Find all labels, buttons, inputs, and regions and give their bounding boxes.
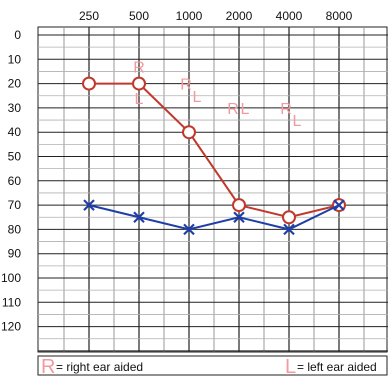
x-tick-label: 4000: [276, 9, 303, 23]
y-tick-label: 20: [8, 77, 22, 91]
right-ear-point: [232, 198, 246, 213]
y-tick-label: 60: [8, 174, 22, 188]
y-tick-label: 30: [8, 101, 22, 115]
legend-left-letter: L: [285, 356, 296, 376]
x-tick-label: 500: [129, 9, 149, 23]
left-ear-point: [133, 211, 145, 224]
legend-left-text: = left ear aided: [297, 360, 377, 374]
legend-box: [37, 355, 388, 376]
right-ear-line: [89, 82, 340, 219]
left-ear-point: [333, 199, 345, 211]
aided-marker-left: L: [293, 113, 302, 130]
left-ear-line: [88, 204, 340, 231]
y-tick-label: 40: [8, 125, 22, 139]
y-tick-label: 90: [8, 247, 22, 261]
y-tick-label: 0: [14, 28, 21, 42]
x-tick-label: 8000: [326, 9, 353, 23]
y-tick-label: 80: [8, 222, 22, 236]
y-tick-label: 120: [1, 320, 21, 334]
right-ear-point: [182, 125, 196, 140]
y-tick-label: 110: [2, 295, 21, 309]
right-ear-point: [282, 210, 296, 225]
aided-marker-left: L: [193, 89, 202, 106]
left-ear-point: [83, 199, 95, 211]
y-tick-label: 70: [8, 198, 22, 212]
plot-frame: [37, 26, 388, 353]
aided-marker-left: L: [135, 91, 144, 108]
right-ear-point: [132, 76, 146, 91]
right-ear-point: [82, 76, 96, 91]
x-tick-label: 1000: [176, 9, 203, 23]
x-tick-label: 2000: [226, 9, 253, 23]
aided-marker-right: R: [180, 77, 192, 94]
y-tick-label: 100: [1, 271, 21, 285]
legend-right-text: = right ear aided: [56, 360, 143, 374]
left-ear-point: [183, 223, 195, 236]
y-tick-label: 50: [8, 150, 22, 164]
aided-marker-right: R: [133, 60, 145, 77]
aided-marker-right: R: [227, 101, 239, 118]
legend-right-letter: R: [41, 356, 55, 376]
aided-marker-left: L: [241, 101, 250, 118]
aided-marker-right: R: [280, 101, 292, 118]
x-tick-label: 250: [79, 9, 99, 23]
left-ear-point: [233, 211, 245, 224]
y-tick-label: 10: [8, 52, 22, 66]
left-ear-point: [283, 223, 295, 236]
